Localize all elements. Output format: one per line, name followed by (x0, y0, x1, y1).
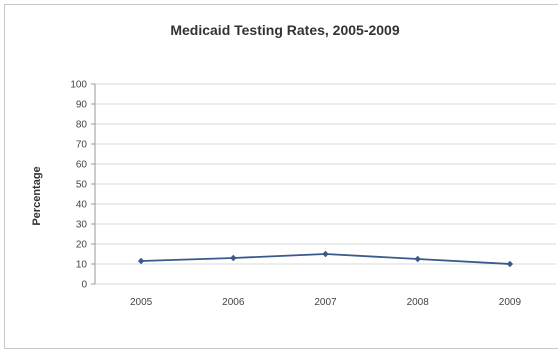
y-tick-label: 70 (76, 140, 88, 151)
data-point (137, 257, 145, 265)
x-tick-label: 2008 (407, 297, 430, 308)
y-tick-label: 30 (76, 220, 88, 231)
y-tick-label: 0 (81, 280, 87, 291)
y-tick-label: 20 (76, 240, 88, 251)
chart-frame (4, 4, 558, 349)
y-tick-label: 60 (76, 160, 88, 171)
chart-title: Medicaid Testing Rates, 2005-2009 (170, 22, 400, 38)
y-tick-label: 50 (76, 180, 88, 191)
x-tick-label: 2007 (314, 297, 337, 308)
data-point (230, 254, 237, 262)
x-tick-label: 2006 (222, 297, 245, 308)
x-tick-label: 2009 (499, 297, 522, 308)
y-tick-label: 100 (70, 80, 87, 91)
y-tick-label: 10 (76, 260, 88, 271)
y-tick-label: 80 (76, 120, 88, 131)
y-tick-label: 40 (76, 200, 88, 211)
data-point (506, 260, 514, 268)
x-tick-label: 2005 (130, 297, 153, 308)
y-tick-label: 90 (76, 100, 88, 111)
data-point (414, 255, 421, 263)
data-point (322, 250, 329, 258)
